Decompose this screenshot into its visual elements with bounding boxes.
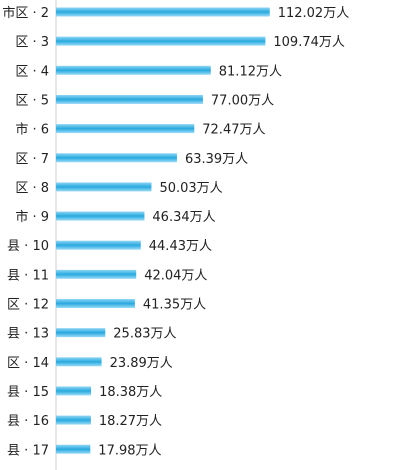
category-label: 区 · 14	[7, 356, 49, 371]
bar	[56, 182, 152, 192]
bar	[56, 269, 137, 279]
value-label: 18.27万人	[99, 414, 162, 429]
category-label: 市 · 9	[15, 209, 49, 225]
bar	[56, 444, 91, 454]
category-label: 县 · 17	[7, 443, 49, 458]
bar	[56, 36, 266, 46]
category-label: 区 · 12	[7, 298, 49, 313]
category-label: 区 · 5	[15, 93, 49, 108]
category-label: 县 · 10	[7, 239, 49, 254]
category-label: 县 · 13	[7, 327, 49, 342]
bar	[56, 299, 135, 308]
category-label: 县 · 16	[7, 414, 49, 429]
category-label: 区 · 4	[15, 64, 49, 79]
category-label: 县 · 11	[7, 268, 49, 283]
bar	[56, 328, 106, 338]
value-label: 25.83万人	[113, 327, 176, 342]
bar	[56, 94, 203, 104]
value-label: 46.34万人	[152, 210, 215, 225]
value-label: 72.47万人	[202, 123, 265, 138]
category-label: 区 · 3	[15, 35, 49, 50]
value-label: 44.43万人	[149, 239, 212, 254]
bar	[56, 386, 92, 396]
value-label: 81.12万人	[219, 64, 282, 79]
category-label: 县 · 15	[7, 385, 49, 400]
category-label: 市 · 6	[15, 122, 49, 138]
value-label: 18.38万人	[99, 385, 162, 400]
bar	[56, 153, 177, 163]
bar	[56, 211, 145, 221]
bar	[56, 7, 270, 17]
value-label: 42.04万人	[144, 268, 207, 283]
value-label: 112.02万人	[278, 6, 350, 21]
value-label: 23.89万人	[110, 356, 173, 371]
bar	[56, 240, 141, 250]
value-label: 50.03万人	[159, 181, 222, 196]
bar	[56, 65, 211, 75]
category-label: 区 · 7	[15, 152, 49, 167]
value-label: 109.74万人	[273, 35, 345, 50]
category-label: 区 · 8	[15, 181, 49, 196]
bar	[56, 415, 91, 425]
value-label: 41.35万人	[143, 298, 206, 313]
bar	[56, 124, 195, 134]
value-label: 17.98万人	[98, 443, 161, 458]
category-label: 市区 · 2	[2, 5, 49, 21]
value-label: 63.39万人	[185, 152, 248, 167]
value-label: 77.00万人	[211, 93, 274, 108]
bar	[56, 357, 102, 367]
